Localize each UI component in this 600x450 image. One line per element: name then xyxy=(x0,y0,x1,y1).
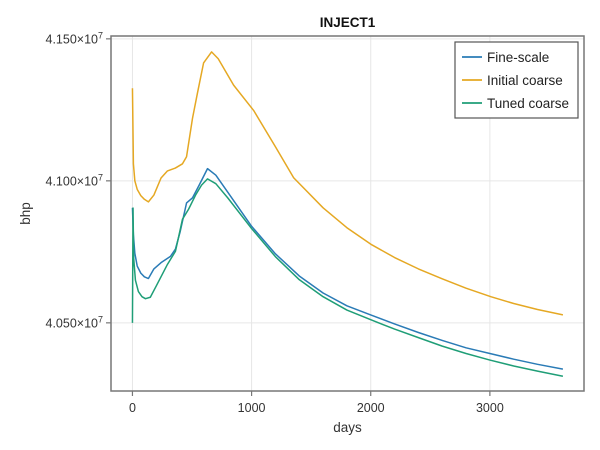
x-tick-label: 2000 xyxy=(357,401,385,415)
x-tick-label: 0 xyxy=(129,401,136,415)
y-tick-label: 4.050×107 xyxy=(46,314,104,330)
y-tick-label: 4.150×107 xyxy=(46,30,104,46)
axes: 0 1000 2000 3000 4.050×107 4.100×107 4.150×107 xyxy=(46,30,585,415)
x-tick-label: 3000 xyxy=(476,401,504,415)
x-tick-label: 1000 xyxy=(238,401,266,415)
series-layer xyxy=(131,51,564,377)
legend-label: Tuned coarse xyxy=(487,96,569,111)
legend-label: Initial coarse xyxy=(487,73,563,88)
series-line-fine-scale xyxy=(131,167,564,370)
legend-entry: Tuned coarse xyxy=(462,96,569,111)
series-line-initial-coarse xyxy=(131,51,564,316)
y-tick-label: 4.100×107 xyxy=(46,172,104,188)
legend-label: Fine-scale xyxy=(487,50,549,65)
series-line-tuned-coarse xyxy=(131,178,564,377)
plot-frame xyxy=(110,35,585,392)
y-axis-label: bhp xyxy=(18,202,33,225)
legend-entry: Initial coarse xyxy=(462,73,563,88)
legend: Fine-scale Initial coarse Tuned coarse xyxy=(454,41,579,119)
x-axis-label: days xyxy=(333,420,362,435)
legend-entry: Fine-scale xyxy=(462,50,549,65)
chart-title: INJECT1 xyxy=(320,15,376,30)
